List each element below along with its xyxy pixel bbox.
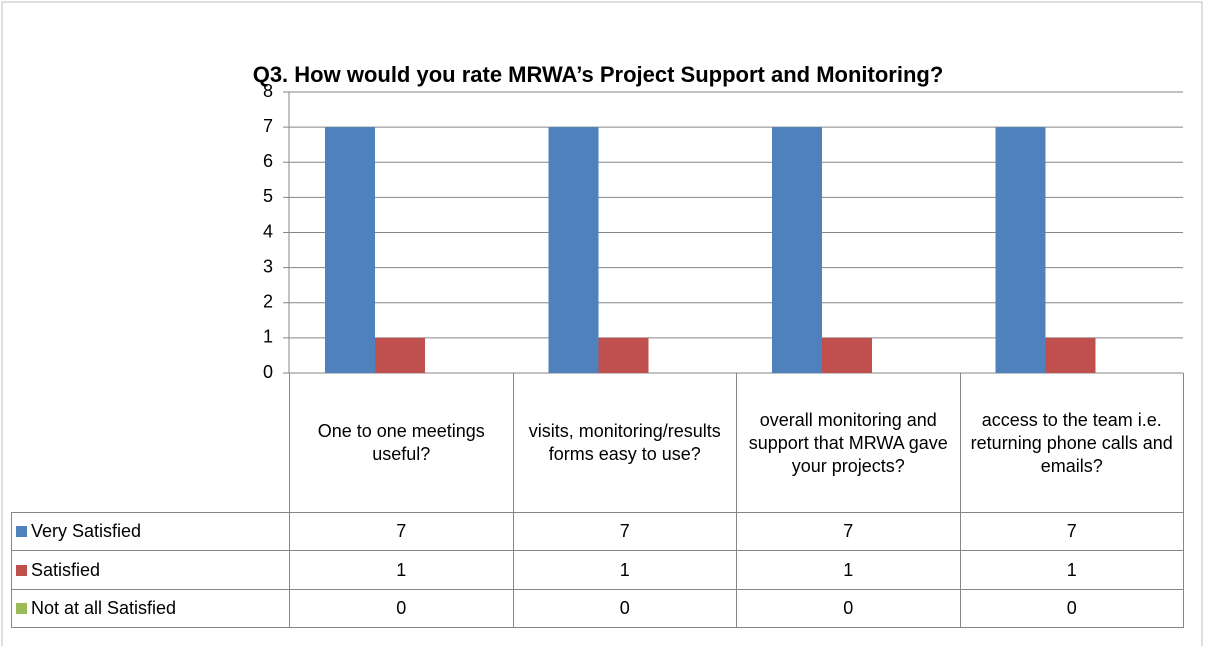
table-value: 0 bbox=[512, 589, 737, 628]
table-value: 0 bbox=[959, 589, 1184, 628]
bar bbox=[1045, 337, 1096, 373]
y-tick-label: 4 bbox=[263, 221, 273, 241]
y-tick-label: 1 bbox=[263, 327, 273, 347]
legend-key bbox=[16, 564, 27, 576]
legend-entry: Satisfied bbox=[11, 550, 290, 590]
legend-label: Satisfied bbox=[31, 559, 101, 580]
bar bbox=[548, 127, 599, 373]
legend-label: Not at all Satisfied bbox=[31, 598, 177, 618]
table-value: 7 bbox=[512, 512, 737, 551]
table-value: 0 bbox=[289, 589, 514, 628]
table-value: 7 bbox=[736, 512, 961, 551]
category-label: One to one meetings useful? bbox=[289, 373, 514, 513]
bar bbox=[325, 127, 375, 373]
table-value: 7 bbox=[289, 512, 514, 551]
y-tick-label: 2 bbox=[263, 292, 273, 312]
legend-entry: Not at all Satisfied bbox=[11, 589, 290, 628]
category-label: overall monitoring and support that MRWA… bbox=[736, 373, 961, 513]
legend-label: Very Satisfied bbox=[31, 521, 142, 541]
y-tick-label: 5 bbox=[263, 186, 273, 206]
y-tick-label: 3 bbox=[263, 256, 273, 276]
bar bbox=[375, 337, 425, 373]
bar bbox=[598, 337, 649, 373]
table-value: 1 bbox=[959, 550, 1184, 590]
table-value: 1 bbox=[289, 550, 514, 590]
y-tick-label: 6 bbox=[263, 151, 273, 171]
table-value: 7 bbox=[959, 512, 1184, 551]
category-label: visits, monitoring/results forms easy to… bbox=[512, 373, 737, 513]
legend-key bbox=[16, 603, 27, 614]
y-tick-label: 7 bbox=[263, 116, 273, 136]
legend-key bbox=[16, 526, 27, 537]
table-value: 0 bbox=[736, 589, 961, 628]
category-label: access to the team i.e. returning phone … bbox=[959, 373, 1184, 513]
bar bbox=[772, 127, 822, 373]
table-value: 1 bbox=[512, 550, 737, 590]
legend-entry: Very Satisfied bbox=[11, 512, 290, 551]
y-tick-label: 8 bbox=[263, 81, 273, 101]
bar bbox=[995, 127, 1046, 373]
chart-title: Q3. How would you rate MRWA’s Project Su… bbox=[253, 62, 944, 87]
bar bbox=[822, 337, 872, 373]
y-tick-label: 0 bbox=[263, 362, 273, 382]
table-value: 1 bbox=[736, 550, 961, 590]
